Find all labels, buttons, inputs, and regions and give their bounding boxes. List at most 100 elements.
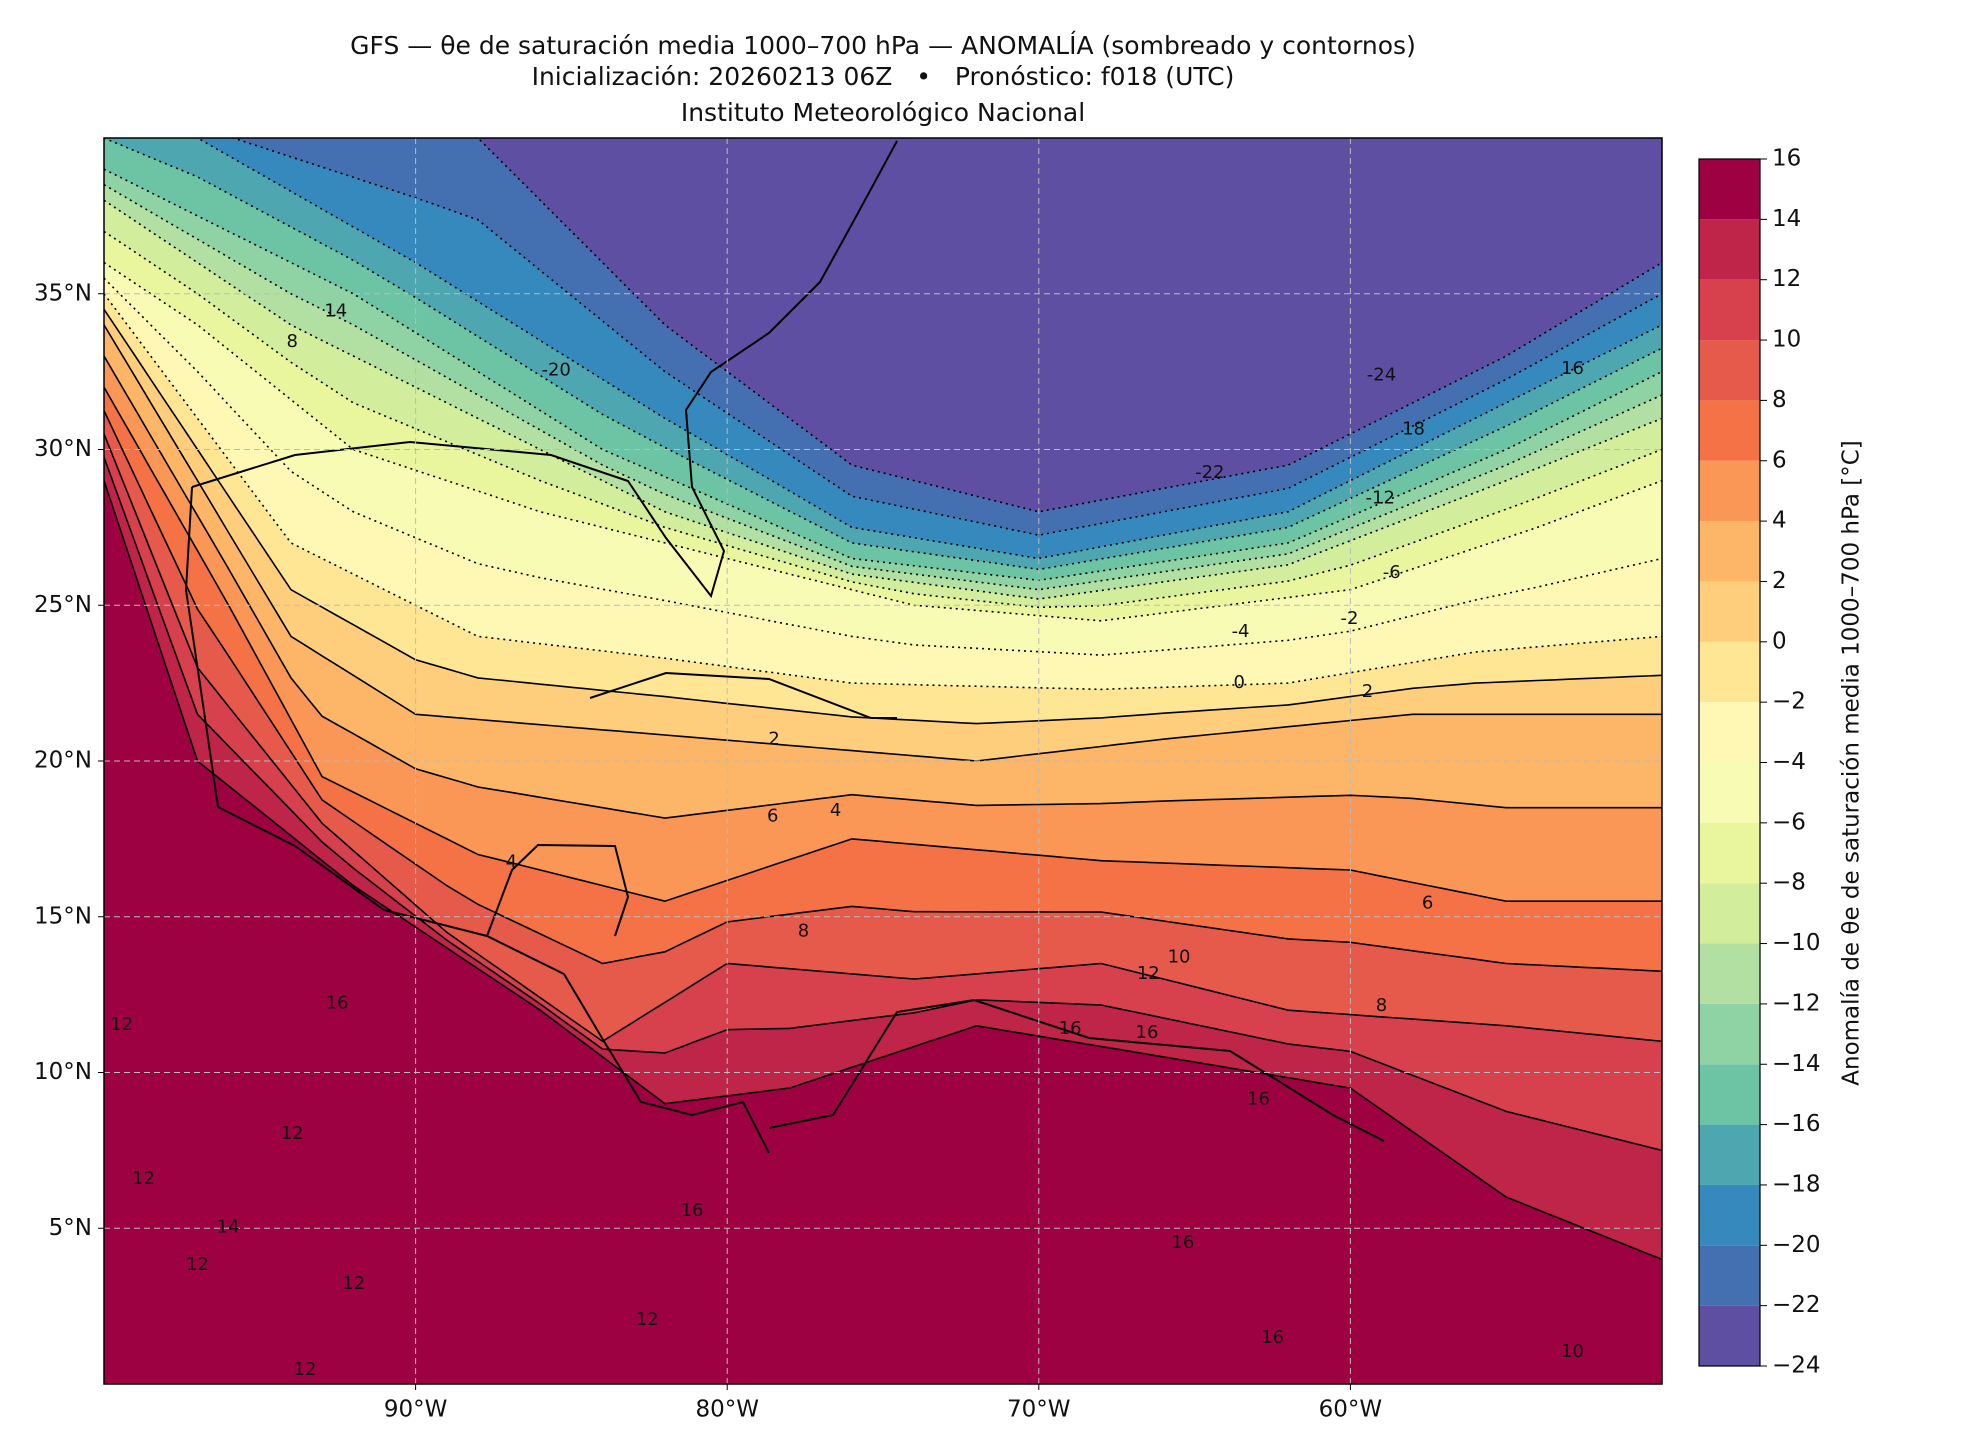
colorbar-band (1699, 883, 1760, 944)
contour-label: 8 (286, 331, 297, 352)
contour-line (230, 138, 1662, 537)
field (104, 138, 1662, 1384)
contour-line (104, 261, 1662, 622)
x-tick-label: 70°W (1007, 1397, 1071, 1423)
contour-label: 10 (1561, 1341, 1584, 1362)
colorbar-tick-label: −12 (1772, 990, 1821, 1016)
contour-label: 12 (186, 1254, 209, 1275)
coastline (768, 998, 1385, 1142)
contour-label: -20 (541, 359, 570, 380)
contour-label: 16 (326, 992, 349, 1013)
x-tick-label: 60°W (1319, 1397, 1383, 1423)
contour-label: -4 (1232, 621, 1250, 642)
colorbar-band (1699, 581, 1760, 642)
colorbar-tick-label: −18 (1772, 1171, 1821, 1197)
contour-line (104, 277, 1662, 656)
contour-line (104, 138, 1662, 571)
colorbar-band (1699, 1184, 1760, 1246)
contour-label: 16 (1247, 1089, 1270, 1110)
colorbar-tick-label: −14 (1772, 1051, 1821, 1077)
colorbar-tick-label: 4 (1772, 508, 1787, 534)
y-tick-label: 15°N (34, 903, 92, 929)
contour-label: -6 (1383, 562, 1401, 583)
colorbar-tick-label: 8 (1772, 387, 1787, 413)
colorbar-tick-label: 6 (1772, 447, 1787, 473)
colorbar-tick-label: 0 (1772, 628, 1787, 654)
coastlines (184, 140, 1385, 1154)
colorbar-band (1699, 521, 1760, 582)
colorbar-tick-label: 12 (1772, 266, 1801, 292)
colorbar-tick-label: −16 (1772, 1111, 1821, 1137)
contour-line (468, 138, 1662, 513)
field-band (104, 480, 1662, 1384)
contour-line (104, 457, 1662, 1152)
contour-label: 12 (1137, 963, 1160, 984)
x-tick-label: 80°W (695, 1397, 759, 1423)
colorbar-band (1699, 279, 1760, 341)
contour-label: 12 (636, 1309, 659, 1330)
colorbar-band (1699, 1124, 1760, 1185)
contour-label: 10 (1168, 946, 1191, 967)
colorbar-tick-label: −24 (1772, 1353, 1821, 1379)
colorbar-tick-label: −20 (1772, 1232, 1821, 1258)
chart-institution: Instituto Meteorológico Nacional (681, 98, 1085, 127)
contour-label: 6 (767, 805, 778, 826)
contour-label: 4 (506, 851, 517, 872)
colorbar-tick-label: 14 (1772, 206, 1801, 232)
y-tick-label: 35°N (34, 280, 92, 306)
colorbar-band (1699, 641, 1760, 703)
contour-label: 6 (1422, 892, 1433, 913)
colorbar-tick-label: −10 (1772, 930, 1821, 956)
contour-line (104, 168, 1662, 582)
contour-label: 12 (281, 1123, 304, 1144)
contour-label: 4 (830, 800, 841, 821)
y-tick-label: 5°N (49, 1215, 92, 1241)
colorbar-band (1699, 219, 1760, 280)
colorbar-tick-label: 2 (1772, 568, 1787, 594)
contour-label: 16 (1561, 358, 1584, 379)
contour-label: 16 (1171, 1232, 1194, 1253)
colorbar-tick-label: −8 (1772, 870, 1806, 896)
contour-line (104, 410, 1662, 973)
contour-line (104, 199, 1662, 600)
contour-line (104, 184, 1662, 591)
contour-label: 12 (342, 1273, 365, 1294)
contour-label: 12 (110, 1014, 133, 1035)
contour-label: 12 (132, 1168, 155, 1189)
colorbar-band (1699, 400, 1760, 461)
contour-line (104, 355, 1662, 819)
colorbar-band (1699, 1003, 1760, 1065)
coastline (191, 140, 898, 599)
contour-label: 8 (798, 921, 809, 942)
colorbar-band (1699, 340, 1760, 401)
contour-label: -24 (1367, 364, 1396, 385)
contour-label: 12 (294, 1359, 317, 1380)
y-tick-label: 20°N (34, 748, 92, 774)
contour-line (104, 480, 1662, 1261)
colorbar-tick-label: −2 (1772, 689, 1806, 715)
colorbar-band (1699, 702, 1760, 763)
colorbar-band (1699, 1305, 1760, 1366)
contour-label: 14 (217, 1217, 240, 1238)
colorbar-tick-label: −6 (1772, 809, 1806, 835)
colorbar-band (1699, 943, 1760, 1004)
colorbar-tick-label: −22 (1772, 1292, 1821, 1318)
y-tick-label: 25°N (34, 592, 92, 618)
coastline (589, 671, 897, 719)
contour-label: -22 (1195, 462, 1224, 483)
colorbar-band (1699, 762, 1760, 823)
contour-label: 2 (768, 728, 779, 749)
contour-line (104, 386, 1662, 903)
contour-label: 14 (324, 300, 347, 321)
contour-label: 0 (1234, 672, 1245, 693)
y-tick-label: 10°N (34, 1059, 92, 1085)
colorbar-tick-label: 16 (1772, 146, 1801, 172)
contour-label: 8 (1376, 995, 1387, 1016)
contour-line (104, 433, 1662, 1043)
colorbar-band (1699, 460, 1760, 522)
contour-label: 16 (1136, 1022, 1159, 1043)
contour-label: 2 (1362, 681, 1373, 702)
contour-label: 18 (1402, 418, 1425, 439)
colorbar-band (1699, 1064, 1760, 1125)
